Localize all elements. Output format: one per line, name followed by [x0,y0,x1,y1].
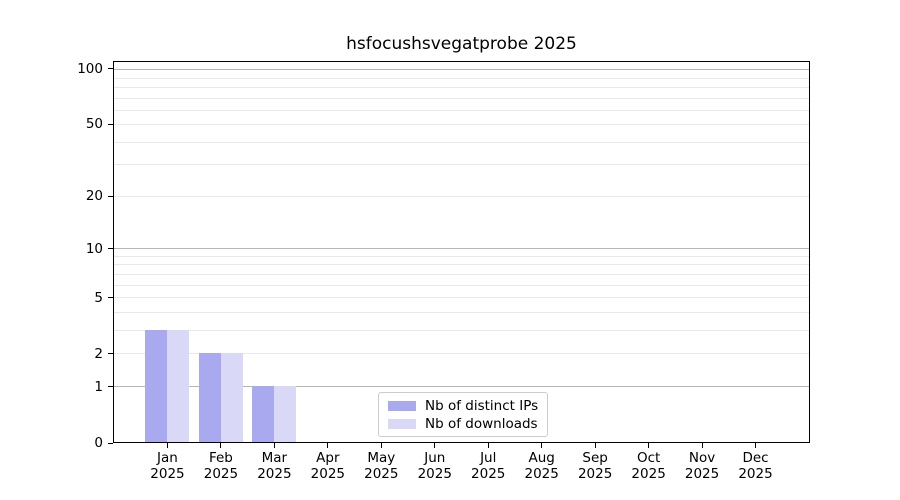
x-tick-month: Feb [208,450,233,466]
x-tick-mark [487,443,489,448]
x-tick-year: 2025 [577,466,613,482]
x-tick-label: Jan 2025 [140,450,194,482]
y-minor-gridline [114,352,809,354]
x-tick-label: Feb 2025 [194,450,248,482]
x-tick-mark [273,443,275,448]
legend: Nb of distinct IPs Nb of downloads [378,392,549,437]
x-tick-year: 2025 [364,466,399,482]
x-tick-label: Sep 2025 [568,450,622,482]
bar-feb-downloads [220,353,243,442]
x-tick-year: 2025 [150,466,185,482]
x-tick-year: 2025 [203,466,239,482]
x-tick-year: 2025 [738,466,773,482]
y-minor-gridline [114,273,809,275]
x-tick-mark [327,443,329,448]
x-tick-label: Oct 2025 [622,450,676,482]
y-minor-gridline [114,195,809,197]
x-tick-label: Nov 2025 [675,450,729,482]
bar-mar-downloads [274,386,297,442]
y-minor-gridline [114,141,809,143]
x-tick-label: Aug 2025 [515,450,569,482]
x-tick-month: Jan [157,450,178,466]
y-tick-label: 50 [85,116,103,133]
x-tick-label: Dec 2025 [729,450,783,482]
bar-jan-downloads [167,330,190,442]
y-tick-label: 100 [77,60,103,77]
y-major-gridline [114,385,809,387]
legend-swatch [388,418,416,429]
legend-swatch [388,400,416,411]
y-tick-label: 10 [85,240,103,257]
x-tick-year: 2025 [417,466,452,482]
bar-jan-ips [145,330,168,442]
y-tick-label: 2 [94,345,103,362]
y-minor-gridline [114,109,809,111]
x-tick-mark [755,443,757,448]
y-tick-label: 20 [85,188,103,205]
y-minor-gridline [114,311,809,313]
legend-label: Nb of distinct IPs [425,397,539,414]
y-tick-label: 5 [94,289,103,306]
x-tick-label: Mar 2025 [247,450,301,482]
y-minor-gridline [114,86,809,88]
x-tick-month: Oct [636,450,661,466]
y-minor-gridline [114,77,809,79]
x-tick-mark [434,443,436,448]
y-minor-gridline [114,329,809,331]
x-tick-year: 2025 [257,466,292,482]
y-tick-mark [108,195,113,197]
x-tick-month: Jul [480,450,497,466]
x-tick-year: 2025 [631,466,666,482]
x-tick-month: May [367,450,396,466]
legend-item: Nb of distinct IPs [388,397,538,414]
y-minor-gridline [114,296,809,298]
y-tick-label: 1 [94,378,103,395]
x-tick-month: Jun [424,450,446,466]
y-tick-mark [108,442,113,444]
x-tick-year: 2025 [524,466,559,482]
bar-feb-ips [198,353,221,442]
x-tick-label: Jun 2025 [408,450,462,482]
y-minor-gridline [114,164,809,166]
x-tick-mark [220,443,222,448]
x-tick-month: Apr [316,450,340,466]
x-tick-mark [701,443,703,448]
y-tick-mark [108,68,113,70]
x-tick-year: 2025 [310,466,346,482]
y-minor-gridline [114,264,809,266]
x-tick-month: Aug [528,450,555,466]
x-tick-year: 2025 [471,466,506,482]
chart-title: hsfocushsvegatprobe 2025 [346,34,577,54]
legend-item: Nb of downloads [388,415,538,432]
y-minor-gridline [114,284,809,286]
y-minor-gridline [114,255,809,257]
y-tick-mark [108,123,113,125]
legend-label: Nb of downloads [425,415,538,432]
x-tick-label: Jul 2025 [461,450,515,482]
x-tick-label: Apr 2025 [301,450,355,482]
y-tick-mark [108,386,113,388]
y-tick-mark [108,297,113,299]
plot-area [113,61,810,443]
bar-mar-ips [252,386,275,442]
x-tick-mark [594,443,596,448]
x-tick-mark [648,443,650,448]
x-tick-mark [541,443,543,448]
x-tick-month: Mar [261,450,288,466]
x-tick-label: May 2025 [354,450,408,482]
y-minor-gridline [114,124,809,126]
x-tick-month: Dec [742,450,769,466]
x-tick-month: Nov [688,450,716,466]
y-minor-gridline [114,97,809,99]
x-tick-year: 2025 [684,466,720,482]
y-tick-mark [108,353,113,355]
y-major-gridline [114,69,809,71]
x-tick-mark [380,443,382,448]
x-tick-mark [166,443,168,448]
y-tick-label: 0 [94,435,103,451]
y-major-gridline [114,248,809,250]
y-tick-mark [108,248,113,249]
x-tick-month: Sep [582,450,608,466]
